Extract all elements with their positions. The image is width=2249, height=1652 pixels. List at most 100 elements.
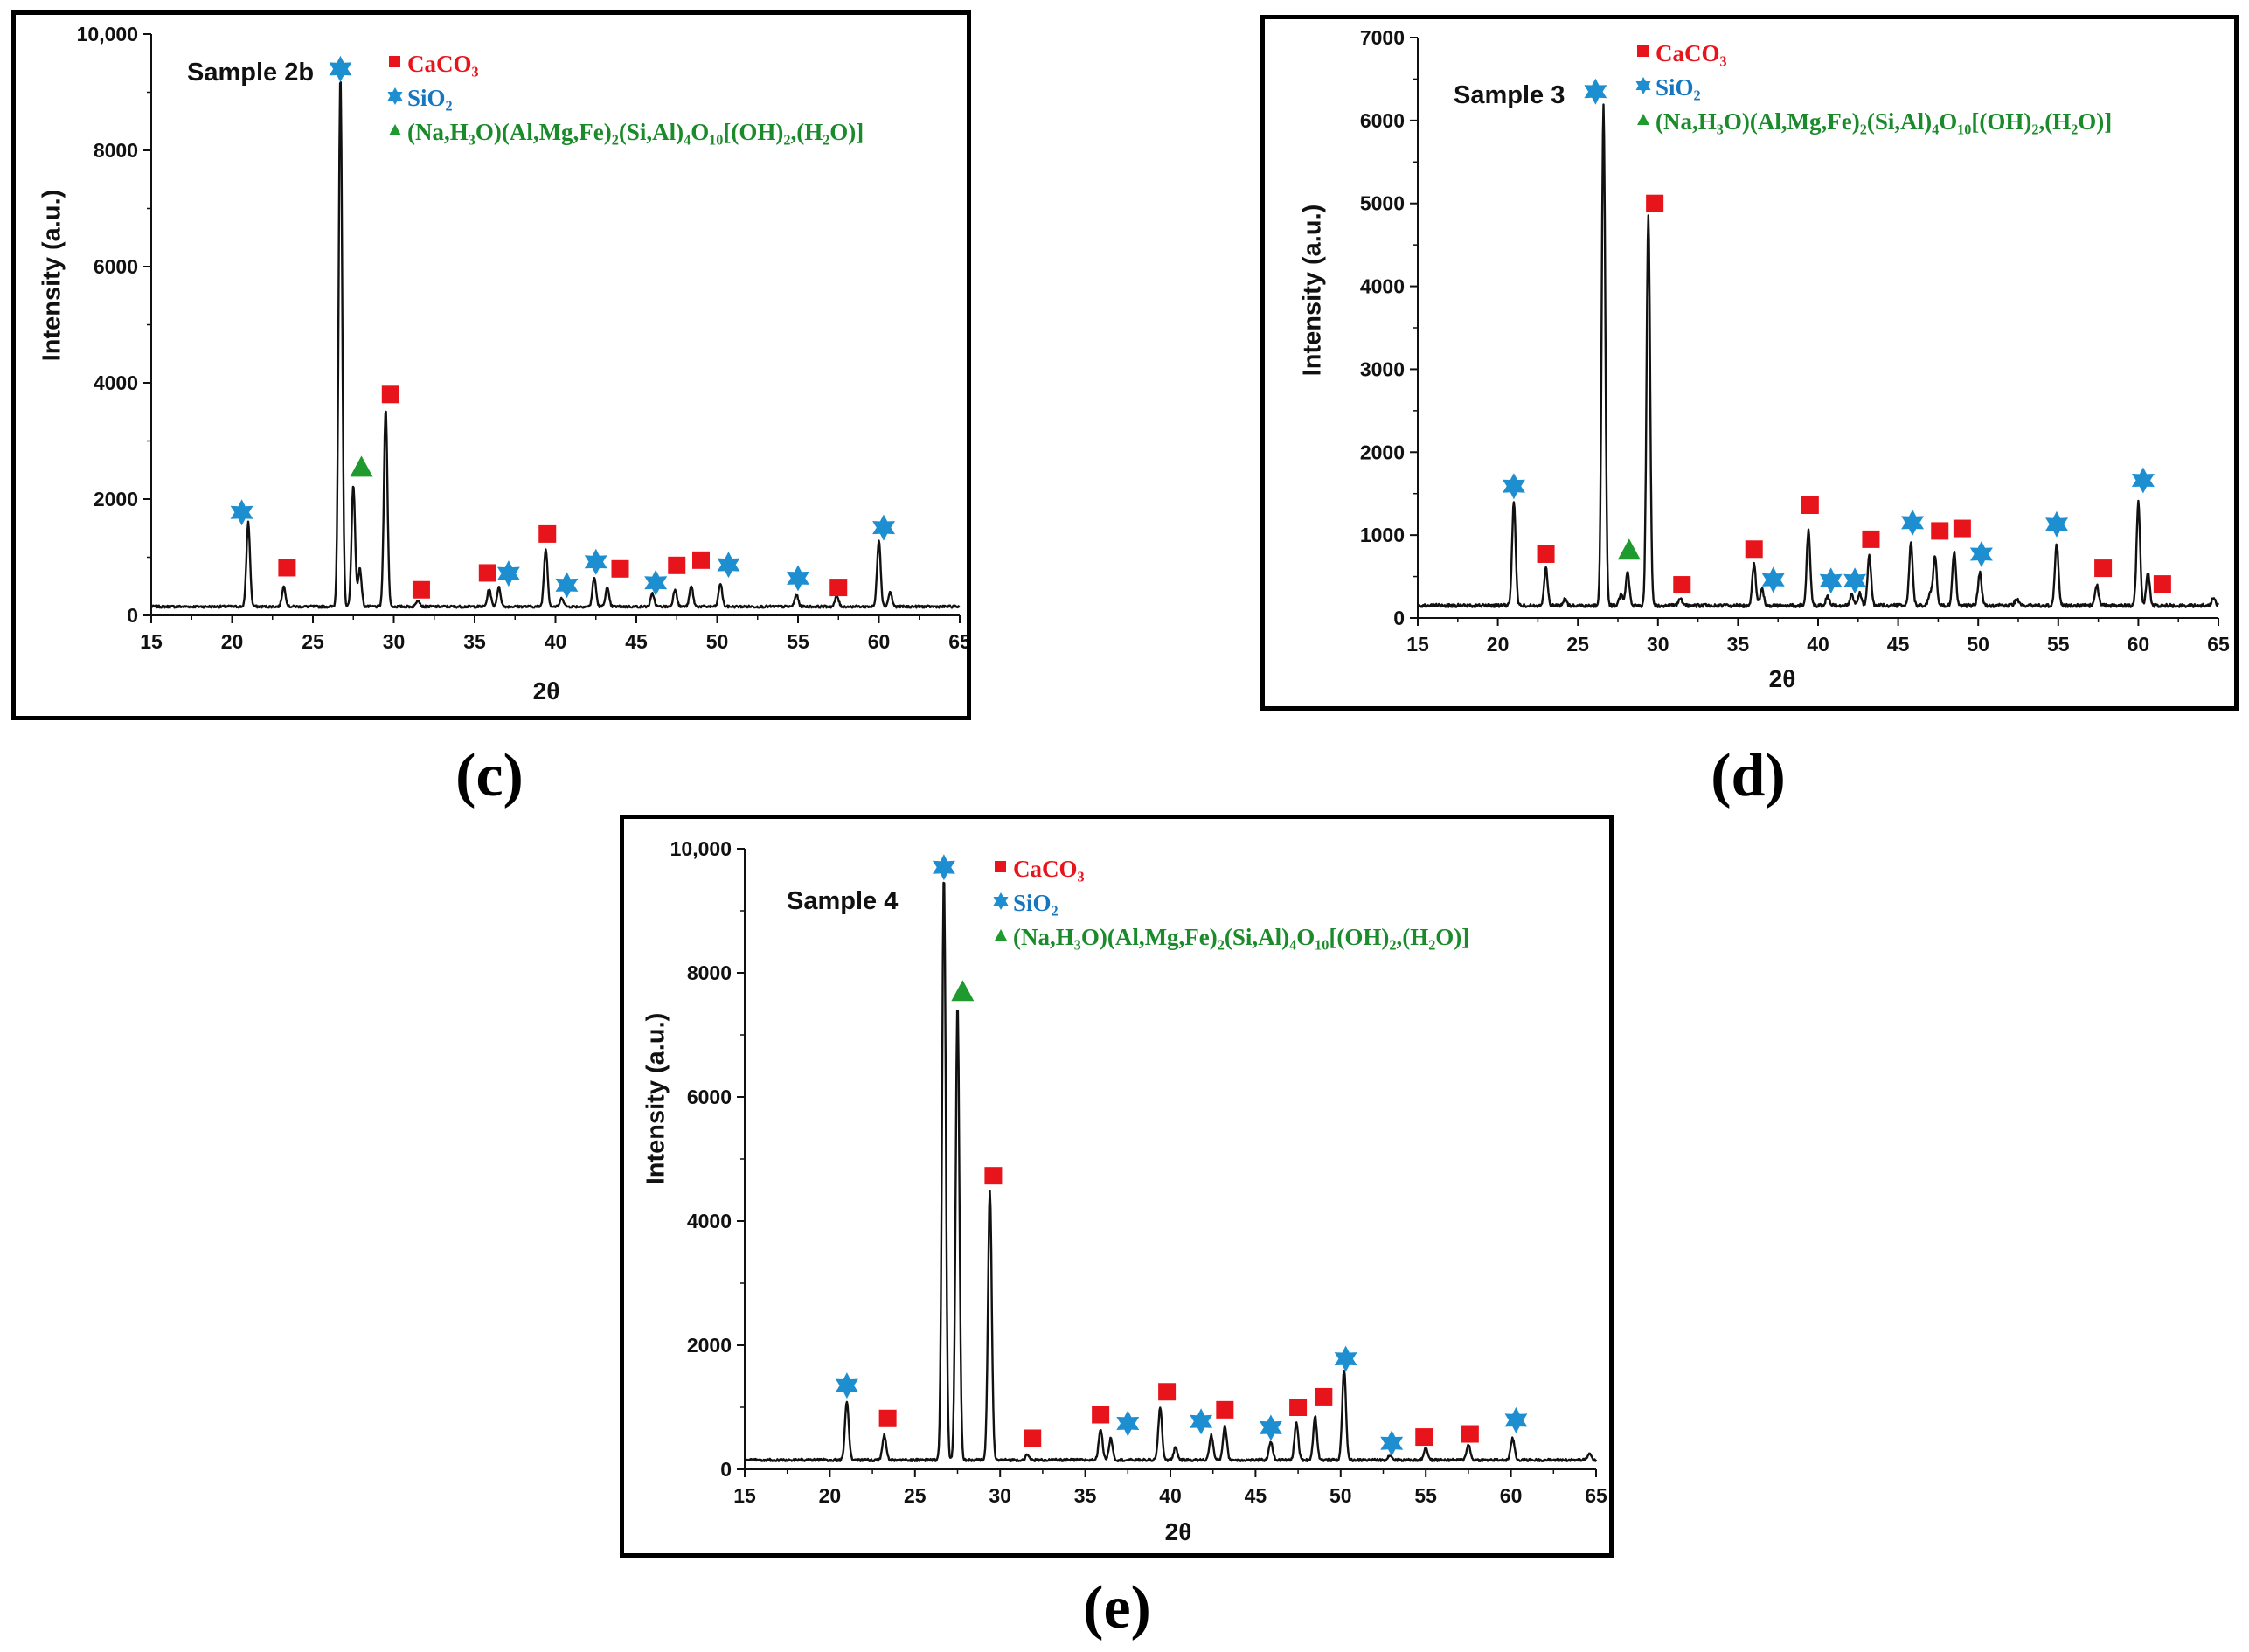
legend-label-clay: (Na,H₃O)(Al,Mg,Fe)₂(Si,Al)₄O₁₀[(OH)₂,(H₂… (407, 119, 864, 145)
x-tick-label: 35 (1074, 1484, 1097, 1507)
diffraction-pattern-line (743, 881, 1598, 1462)
caco3-marker (278, 559, 296, 577)
x-tick-label: 15 (140, 630, 163, 653)
caco3-marker (1158, 1383, 1177, 1401)
caco3-marker (984, 1167, 1003, 1185)
caco3-marker (1862, 530, 1880, 548)
y-tick-label: 4000 (1360, 275, 1405, 298)
x-tick-label: 25 (302, 630, 324, 653)
sio2-marker (555, 572, 579, 599)
caco3-marker (1461, 1425, 1479, 1443)
x-tick-label: 60 (2128, 633, 2150, 656)
clay-marker (350, 455, 373, 477)
sio2-marker (1584, 78, 1607, 105)
y-tick-label: 2000 (94, 488, 138, 510)
x-tick-label: 45 (625, 630, 648, 653)
x-tick-label: 65 (2207, 633, 2230, 656)
caption-c: (c) (455, 742, 524, 809)
chart-panel-e: 15 20 25 30 35 40 45 50 55 60 65 0 2000 4000 6000 8000 1… (620, 815, 1614, 1558)
caco3-marker (1216, 1400, 1234, 1419)
sio2-marker (2131, 467, 2155, 494)
y-axis-label: Intensity (a.u.) (38, 189, 66, 362)
caption-e: (e) (1083, 1574, 1151, 1642)
x-tick-label: 60 (1500, 1484, 1523, 1507)
sio2-marker (717, 552, 740, 579)
diffraction-pattern-line (150, 80, 961, 609)
legend-label-caco3: CaCO₃ (1656, 40, 1727, 66)
sio2-marker (230, 499, 253, 526)
sio2-marker (584, 548, 607, 575)
y-tick-label: 7000 (1360, 26, 1405, 49)
x-tick-label: 40 (1159, 1484, 1182, 1507)
caco3-marker (1953, 519, 1971, 538)
y-tick-label: 10,000 (77, 23, 138, 45)
diffraction-pattern-line (1416, 103, 2220, 608)
caco3-marker (1289, 1399, 1308, 1416)
caco3-marker (412, 580, 430, 599)
x-tick-label: 30 (989, 1484, 1011, 1507)
x-tick-label: 40 (545, 630, 567, 653)
x-tick-label: 65 (948, 630, 967, 653)
x-tick-label: 35 (1727, 633, 1750, 656)
x-axis-label: 2θ (1768, 665, 1796, 692)
x-tick-label: 20 (1487, 633, 1510, 656)
sio2-marker (1380, 1430, 1404, 1457)
y-tick-label: 2000 (1360, 441, 1405, 463)
x-tick-label: 60 (868, 630, 891, 653)
chart-panel-d: 15 20 25 30 35 40 45 50 55 60 65 0 1000 2000 3000 4000 5… (1260, 15, 2239, 711)
sample-title: Sample 4 (787, 887, 899, 915)
x-tick-label: 35 (463, 630, 486, 653)
caco3-marker (2094, 559, 2113, 578)
y-tick-label: 2000 (687, 1334, 732, 1357)
x-tick-label: 30 (1647, 633, 1669, 656)
sio2-marker (1761, 566, 1785, 593)
x-tick-label: 50 (706, 630, 729, 653)
x-tick-label: 55 (2047, 633, 2070, 656)
y-tick-label: 8000 (687, 961, 732, 984)
sio2-marker (1116, 1410, 1140, 1437)
x-tick-label: 55 (787, 630, 809, 653)
sio2-marker (872, 514, 895, 541)
caco3-marker (1092, 1406, 1110, 1424)
legend-label-caco3: CaCO₃ (407, 51, 479, 77)
y-tick-label: 6000 (94, 255, 138, 278)
caco3-marker (538, 524, 557, 543)
x-tick-label: 65 (1585, 1484, 1607, 1507)
caco3-marker (478, 564, 496, 582)
legend-label-sio2: SiO₂ (1656, 74, 1701, 101)
legend-label-sio2: SiO₂ (1013, 890, 1059, 916)
y-tick-label: 10,000 (670, 837, 732, 860)
caco3-marker (611, 559, 629, 578)
caco3-marker (1745, 540, 1763, 559)
y-tick-label: 4000 (94, 371, 138, 394)
x-axis-label: 2θ (1164, 1518, 1192, 1545)
xrd-plot-d: 15 20 25 30 35 40 45 50 55 60 65 0 1000 2000 3000 4000 5… (1360, 26, 2230, 656)
sio2-marker (787, 565, 809, 592)
clay-marker (951, 980, 975, 1002)
x-tick-label: 20 (819, 1484, 842, 1507)
sio2-marker (496, 560, 520, 587)
y-tick-label: 4000 (687, 1210, 732, 1232)
y-tick-label: 8000 (94, 139, 138, 162)
y-tick-label: 6000 (687, 1086, 732, 1108)
x-tick-label: 25 (1566, 633, 1589, 656)
x-tick-label: 40 (1807, 633, 1829, 656)
caco3-marker (668, 556, 686, 574)
caco3-marker (1801, 496, 1819, 514)
caco3-marker (1537, 545, 1555, 563)
sio2-marker (932, 854, 955, 881)
sio2-marker (835, 1372, 858, 1399)
y-tick-label: 0 (720, 1458, 732, 1481)
x-tick-label: 25 (904, 1484, 927, 1507)
legend-label-clay: (Na,H₃O)(Al,Mg,Fe)₂(Si,Al)₄O₁₀[(OH)₂,(H₂… (1013, 924, 1470, 950)
sio2-marker (1969, 541, 1993, 567)
legend-label-sio2: SiO₂ (407, 85, 453, 111)
sample-title: Sample 3 (1454, 81, 1565, 109)
sio2-marker (1502, 473, 1525, 500)
sample-title: Sample 2b (187, 59, 315, 87)
caco3-marker (1315, 1387, 1333, 1406)
x-axis-label: 2θ (532, 677, 560, 705)
x-tick-label: 30 (383, 630, 406, 653)
caption-d: (d) (1711, 742, 1786, 809)
x-tick-label: 55 (1414, 1484, 1437, 1507)
